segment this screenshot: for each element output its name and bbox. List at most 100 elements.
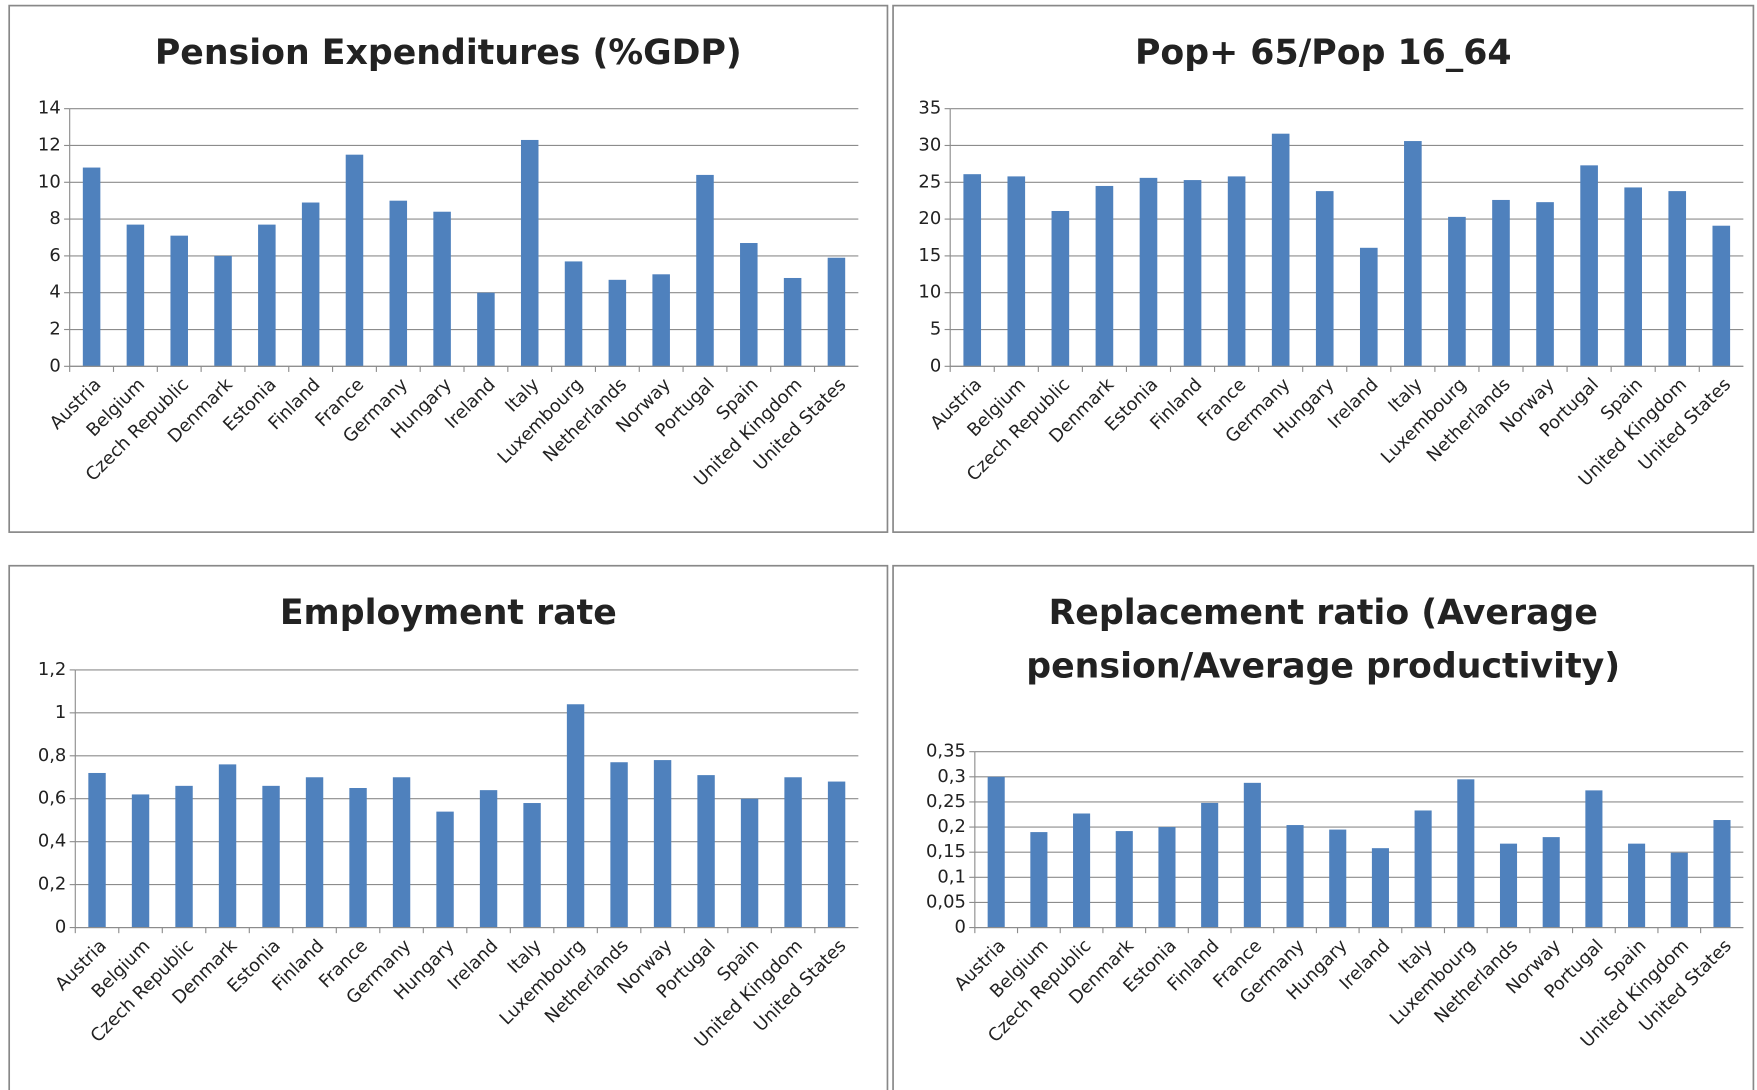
y-tick-label: 30: [918, 134, 941, 155]
y-tick-label: 0,35: [926, 741, 966, 762]
bar: [305, 777, 324, 928]
bar: [827, 781, 846, 928]
y-tick-label: 20: [918, 208, 941, 229]
y-tick-label: 0: [49, 355, 60, 376]
bar: [214, 255, 232, 367]
bar: [436, 811, 454, 928]
bar: [1585, 790, 1603, 928]
bar: [479, 790, 498, 928]
bar: [82, 167, 101, 367]
bar: [301, 202, 320, 367]
y-tick-label: 0,8: [38, 745, 66, 766]
bar: [566, 704, 585, 928]
bar: [477, 292, 495, 367]
bar: [1007, 176, 1026, 367]
bar: [1158, 827, 1176, 928]
bar: [218, 764, 237, 928]
bar: [175, 785, 193, 928]
bar: [1359, 247, 1378, 367]
bar: [1243, 782, 1261, 928]
y-tick-label: 0,3: [937, 766, 965, 787]
y-tick-label: 1,2: [38, 659, 66, 680]
bar: [652, 274, 670, 367]
bar: [389, 200, 408, 367]
bar: [740, 798, 759, 928]
y-tick-label: 0,25: [926, 791, 966, 812]
bar: [1286, 825, 1304, 928]
bar: [1183, 180, 1202, 367]
y-tick-label: 6: [49, 245, 60, 266]
y-tick-label: 0: [930, 355, 941, 376]
bar: [784, 777, 802, 928]
y-tick-label: 0: [954, 917, 965, 938]
bar: [1580, 165, 1598, 367]
y-tick-label: 10: [38, 171, 61, 192]
chart-panel: Pop+ 65/Pop 16_6405101520253035AustriaBe…: [892, 4, 1755, 533]
panel-border: [892, 564, 1755, 1090]
bar: [520, 139, 539, 367]
bar: [963, 174, 982, 367]
bar: [1712, 225, 1731, 367]
y-tick-label: 15: [918, 245, 941, 266]
bar: [1542, 837, 1560, 928]
y-tick-label: 0,1: [937, 866, 965, 887]
bar: [1030, 832, 1048, 928]
bar: [1624, 187, 1642, 367]
bar: [1227, 176, 1246, 367]
y-tick-label: 8: [49, 208, 60, 229]
y-tick-label: 0,05: [926, 891, 966, 912]
bar: [783, 277, 802, 367]
y-tick-label: 10: [918, 282, 941, 303]
bar: [345, 154, 364, 367]
bar: [131, 794, 150, 928]
bar: [258, 224, 276, 367]
bar: [1315, 191, 1334, 367]
y-tick-label: 4: [49, 282, 60, 303]
y-tick-label: 2: [49, 319, 60, 340]
bar: [1492, 199, 1510, 367]
chart-panel: Replacement ratio (Average pension/Averag…: [892, 564, 1755, 1090]
y-tick-label: 14: [38, 98, 61, 119]
bar: [1536, 202, 1554, 367]
bar: [1201, 802, 1219, 928]
chart-title: Pop+ 65/Pop 16_64: [1135, 33, 1512, 73]
chart-panel: Pension Expenditures (%GDP)02468101214Au…: [8, 4, 889, 533]
y-tick-label: 0,2: [38, 874, 66, 895]
bar: [1668, 191, 1687, 367]
chart-panel: Employment rate00,20,40,60,811,2AustriaB…: [8, 564, 889, 1090]
bar: [1371, 848, 1389, 928]
bar: [170, 235, 188, 367]
bar: [392, 777, 411, 928]
bar: [608, 279, 627, 367]
bar: [696, 174, 714, 367]
y-tick-label: 25: [918, 171, 941, 192]
y-tick-label: 35: [918, 98, 941, 119]
bar: [1073, 813, 1091, 928]
bar: [1414, 810, 1432, 928]
chart-title: Employment rate: [280, 593, 617, 633]
bar: [1499, 843, 1518, 928]
y-tick-label: 0: [55, 917, 66, 938]
chart-title: Replacement ratio (Average: [1049, 593, 1598, 633]
chart-title: pension/Average productivity): [1026, 647, 1620, 687]
bar: [1448, 216, 1466, 367]
bar: [1051, 210, 1070, 367]
y-tick-label: 12: [38, 134, 61, 155]
bar: [653, 760, 672, 928]
bar: [827, 257, 846, 367]
bar: [262, 785, 280, 928]
y-tick-label: 5: [930, 319, 941, 340]
bar: [1095, 185, 1114, 367]
y-tick-label: 0,15: [926, 841, 966, 862]
bar: [697, 775, 715, 928]
bar: [564, 261, 583, 367]
bar: [433, 211, 451, 367]
bar: [1115, 831, 1133, 928]
bar: [1457, 779, 1475, 928]
bar: [1271, 133, 1290, 367]
bar: [126, 224, 145, 367]
bar: [1670, 852, 1688, 928]
bar: [1713, 820, 1731, 928]
